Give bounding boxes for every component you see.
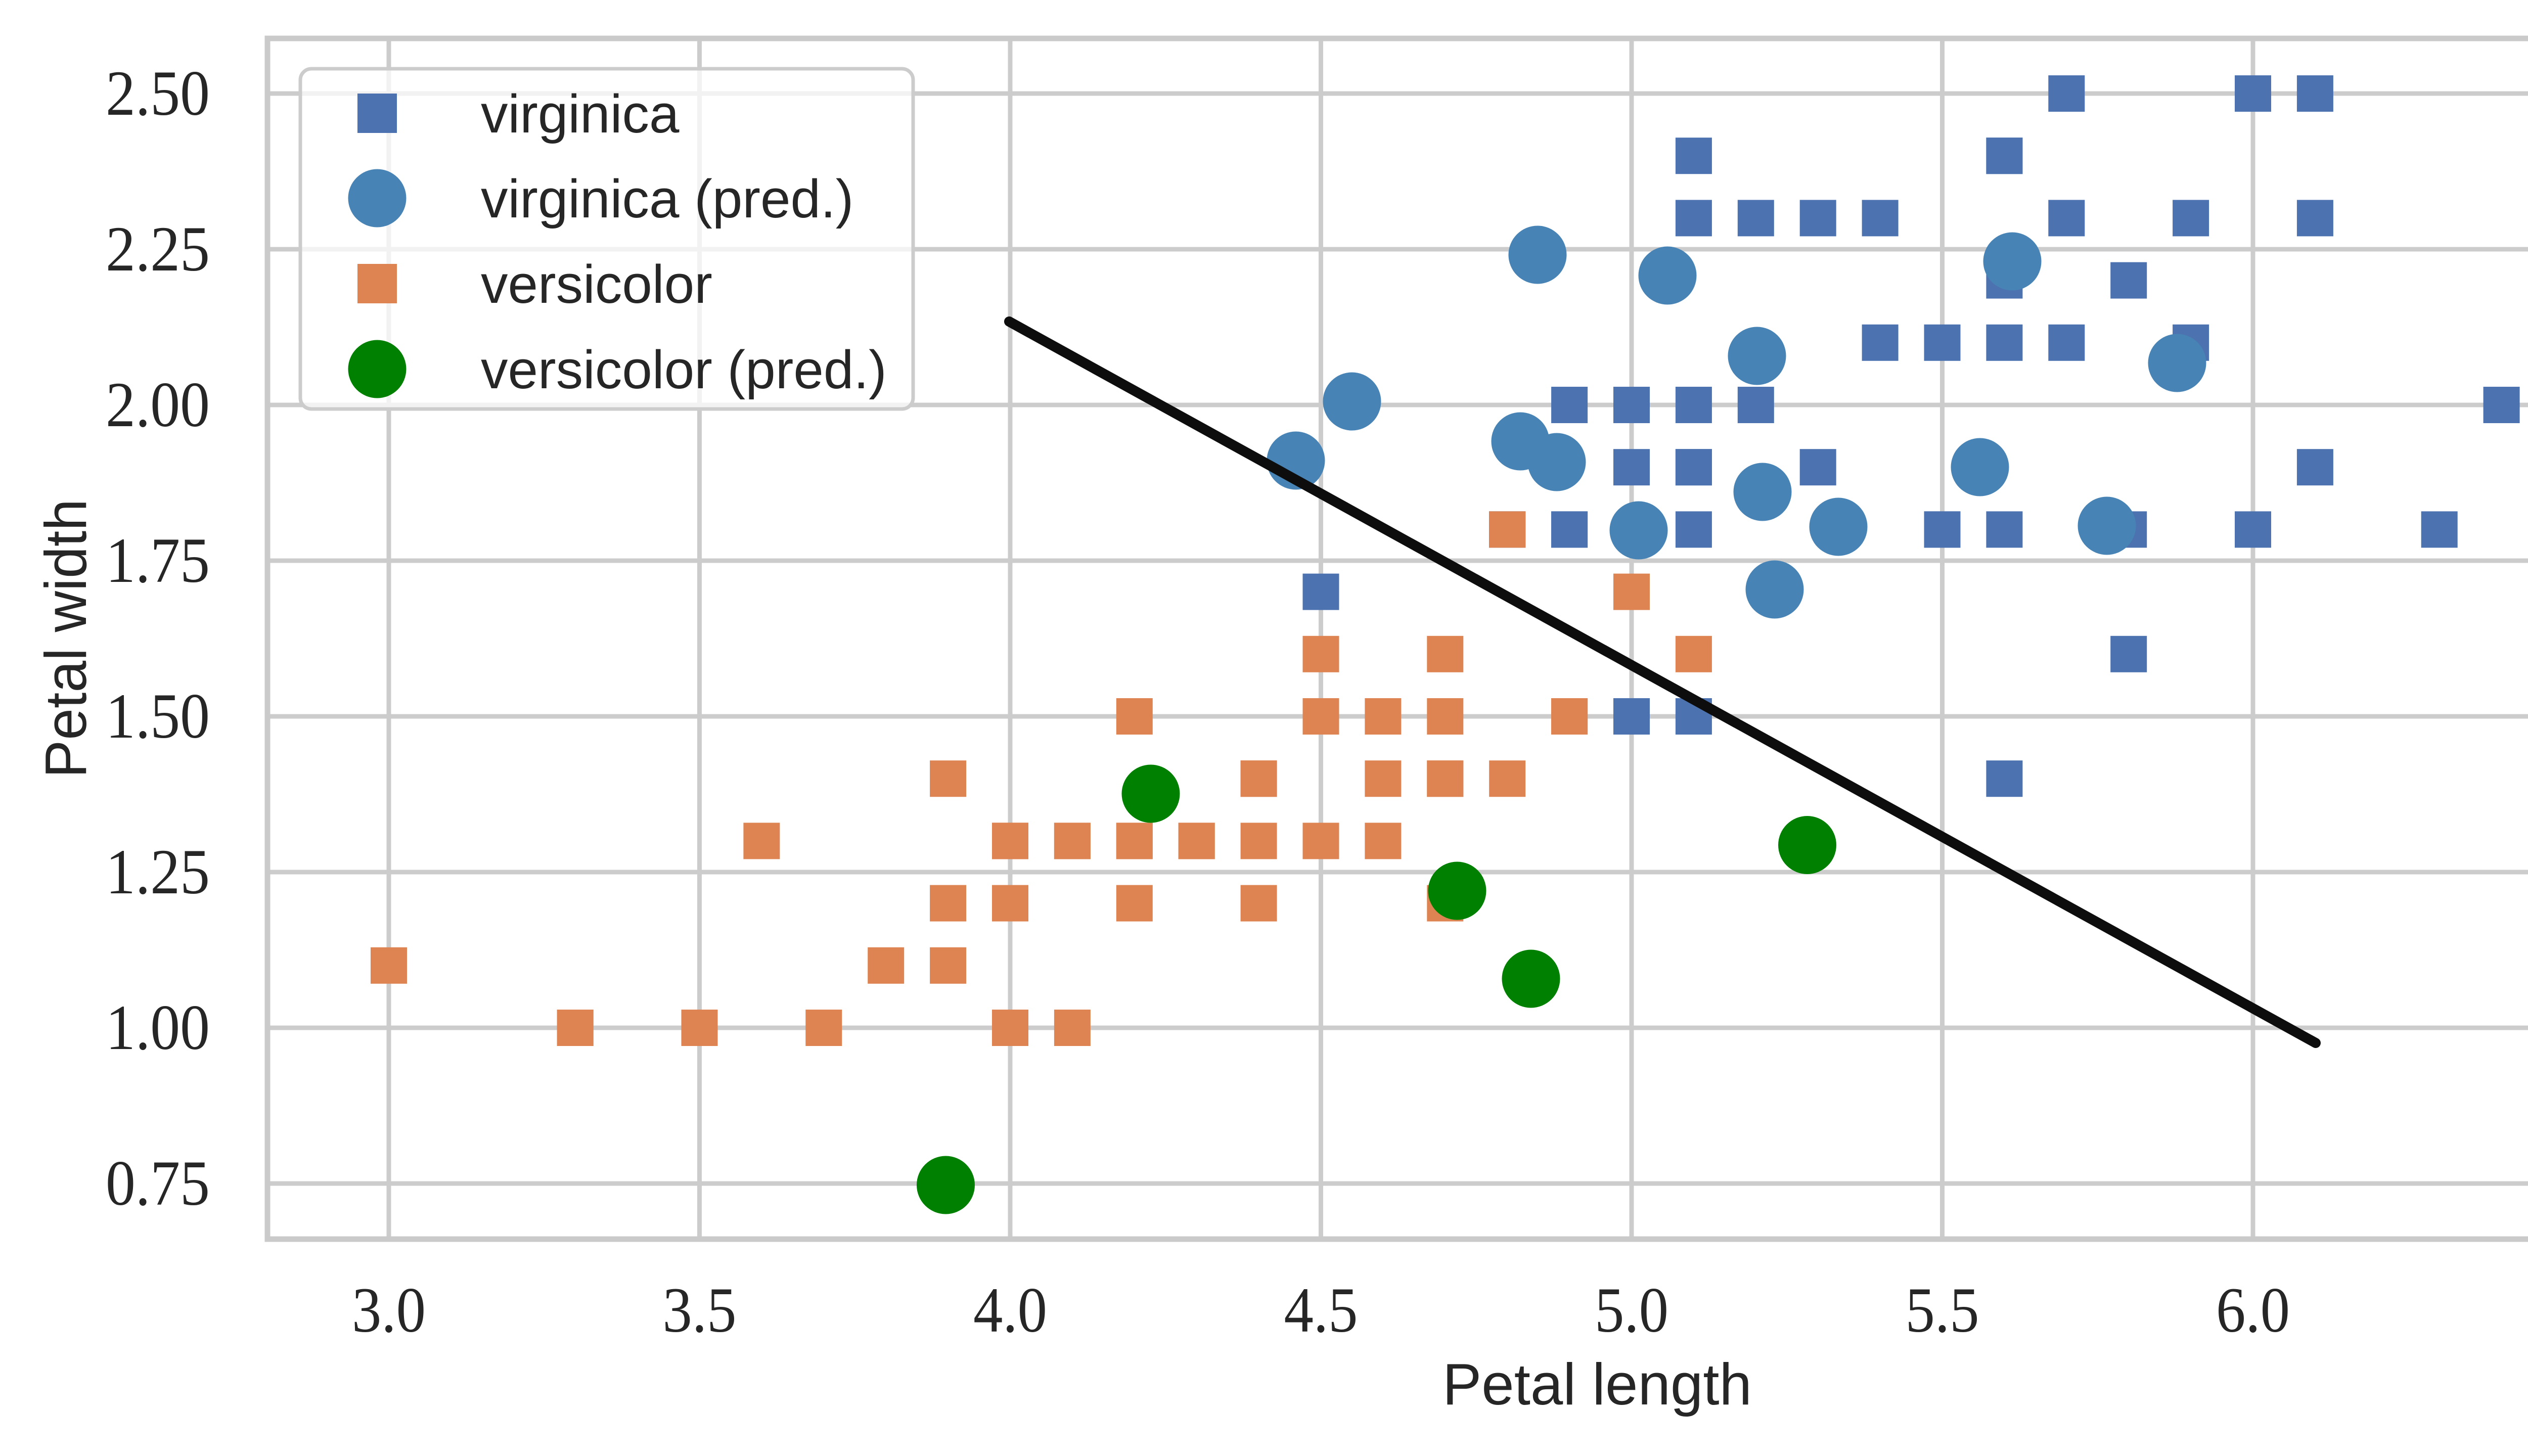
svg-text:3.0: 3.0 xyxy=(352,1275,426,1346)
svg-text:2.00: 2.00 xyxy=(106,370,210,440)
svg-text:2.50: 2.50 xyxy=(106,58,210,129)
svg-text:4.0: 4.0 xyxy=(973,1275,1047,1346)
svg-text:virginica: virginica xyxy=(481,83,680,144)
svg-text:virginica (pred.): virginica (pred.) xyxy=(481,168,853,229)
svg-text:1.00: 1.00 xyxy=(106,992,210,1063)
svg-text:0.75: 0.75 xyxy=(106,1148,210,1219)
svg-text:Petal length: Petal length xyxy=(1442,1351,1752,1417)
svg-text:1.75: 1.75 xyxy=(106,525,210,596)
svg-text:versicolor: versicolor xyxy=(481,254,712,314)
svg-text:6.0: 6.0 xyxy=(2216,1275,2290,1346)
svg-text:5.0: 5.0 xyxy=(1595,1275,1668,1346)
svg-text:2.25: 2.25 xyxy=(106,214,210,285)
svg-text:Petal width: Petal width xyxy=(33,499,99,778)
svg-text:6.5: 6.5 xyxy=(2527,1275,2528,1346)
svg-text:4.5: 4.5 xyxy=(1284,1275,1358,1346)
svg-text:3.5: 3.5 xyxy=(663,1275,737,1346)
svg-text:1.50: 1.50 xyxy=(106,681,210,752)
svg-text:versicolor (pred.): versicolor (pred.) xyxy=(481,339,887,400)
svg-text:5.5: 5.5 xyxy=(1906,1275,1979,1346)
svg-text:1.25: 1.25 xyxy=(106,837,210,907)
